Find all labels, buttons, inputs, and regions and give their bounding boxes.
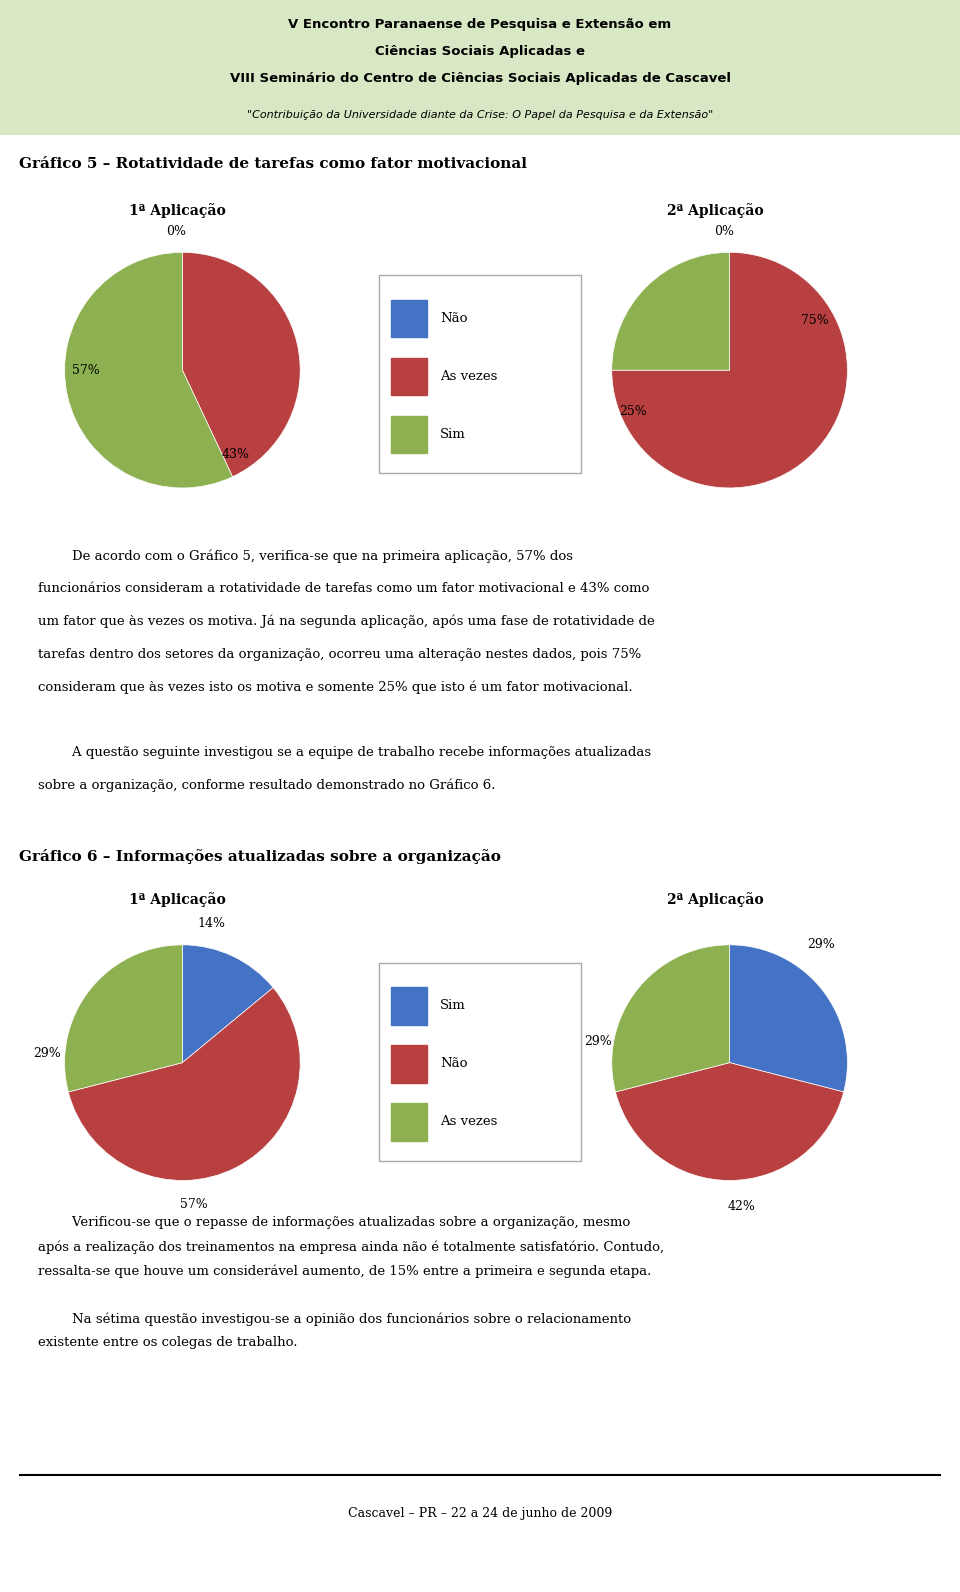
Wedge shape — [182, 944, 274, 1063]
Text: tarefas dentro dos setores da organização, ocorreu uma alteração nestes dados, p: tarefas dentro dos setores da organizaçã… — [38, 648, 641, 661]
Text: funcionários consideram a rotatividade de tarefas como um fator motivacional e 4: funcionários consideram a rotatividade d… — [38, 583, 650, 595]
Text: um fator que às vezes os motiva. Já na segunda aplicação, após uma fase de rotat: um fator que às vezes os motiva. Já na s… — [38, 615, 655, 629]
Wedge shape — [182, 252, 300, 476]
Text: 29%: 29% — [584, 1035, 612, 1048]
Text: Na sétima questão investigou-se a opinião dos funcionários sobre o relacionament: Na sétima questão investigou-se a opiniã… — [38, 1312, 632, 1326]
Wedge shape — [612, 252, 730, 369]
Text: 25%: 25% — [619, 404, 647, 417]
Text: Cascavel – PR – 22 a 24 de junho de 2009: Cascavel – PR – 22 a 24 de junho de 2009 — [348, 1508, 612, 1520]
Text: 1ª Aplicação: 1ª Aplicação — [130, 892, 226, 907]
Text: 1ª Aplicação: 1ª Aplicação — [130, 202, 226, 218]
Wedge shape — [612, 252, 848, 487]
Text: 42%: 42% — [728, 1200, 756, 1213]
Bar — [392, 987, 427, 1025]
Text: 75%: 75% — [801, 314, 828, 328]
Text: 29%: 29% — [33, 1046, 60, 1060]
Text: existente entre os colegas de trabalho.: existente entre os colegas de trabalho. — [38, 1336, 298, 1350]
Text: 57%: 57% — [180, 1197, 208, 1210]
Text: VIII Seminário do Centro de Ciências Sociais Aplicadas de Cascavel: VIII Seminário do Centro de Ciências Soc… — [229, 72, 731, 84]
Text: 43%: 43% — [222, 449, 250, 462]
Text: De acordo com o Gráfico 5, verifica-se que na primeira aplicação, 57% dos: De acordo com o Gráfico 5, verifica-se q… — [38, 549, 573, 562]
Text: Gráfico 6 – Informações atualizadas sobre a organização: Gráfico 6 – Informações atualizadas sobr… — [19, 849, 501, 864]
Text: Não: Não — [440, 1057, 468, 1070]
Text: 0%: 0% — [166, 224, 186, 237]
Bar — [392, 358, 427, 395]
Text: Verificou-se que o repasse de informações atualizadas sobre a organização, mesmo: Verificou-se que o repasse de informaçõe… — [38, 1216, 631, 1229]
Text: As vezes: As vezes — [440, 369, 497, 382]
Text: 0%: 0% — [713, 224, 733, 237]
Text: Sim: Sim — [440, 1000, 466, 1013]
Wedge shape — [64, 252, 232, 487]
Bar — [392, 1103, 427, 1140]
Wedge shape — [730, 944, 848, 1092]
Text: 14%: 14% — [198, 917, 226, 930]
Text: ressalta-se que houve um considerável aumento, de 15% entre a primeira e segunda: ressalta-se que houve um considerável au… — [38, 1264, 652, 1278]
Text: Não: Não — [440, 312, 468, 325]
Text: "Contribuição da Universidade diante da Crise: O Papel da Pesquisa e da Extensão: "Contribuição da Universidade diante da … — [247, 110, 713, 119]
Text: Ciências Sociais Aplicadas e: Ciências Sociais Aplicadas e — [375, 45, 585, 57]
Text: após a realização dos treinamentos na empresa ainda não é totalmente satisfatóri: após a realização dos treinamentos na em… — [38, 1240, 664, 1254]
Wedge shape — [68, 987, 300, 1180]
Text: As vezes: As vezes — [440, 1116, 497, 1129]
Text: 57%: 57% — [72, 363, 100, 377]
Text: 2ª Aplicação: 2ª Aplicação — [667, 892, 763, 907]
Bar — [392, 299, 427, 338]
Bar — [392, 1046, 427, 1083]
Text: sobre a organização, conforme resultado demonstrado no Gráfico 6.: sobre a organização, conforme resultado … — [38, 778, 496, 793]
Text: consideram que às vezes isto os motiva e somente 25% que isto é um fator motivac: consideram que às vezes isto os motiva e… — [38, 680, 633, 694]
Text: 2ª Aplicação: 2ª Aplicação — [667, 202, 763, 218]
Text: Sim: Sim — [440, 428, 466, 441]
Text: A questão seguinte investigou se a equipe de trabalho recebe informações atualiz: A questão seguinte investigou se a equip… — [38, 747, 652, 759]
Text: 29%: 29% — [807, 938, 835, 952]
Bar — [392, 416, 427, 452]
Wedge shape — [64, 944, 182, 1092]
Text: V Encontro Paranaense de Pesquisa e Extensão em: V Encontro Paranaense de Pesquisa e Exte… — [288, 18, 672, 30]
Wedge shape — [612, 944, 730, 1092]
Wedge shape — [615, 1063, 844, 1181]
Text: Gráfico 5 – Rotatividade de tarefas como fator motivacional: Gráfico 5 – Rotatividade de tarefas como… — [19, 158, 527, 170]
